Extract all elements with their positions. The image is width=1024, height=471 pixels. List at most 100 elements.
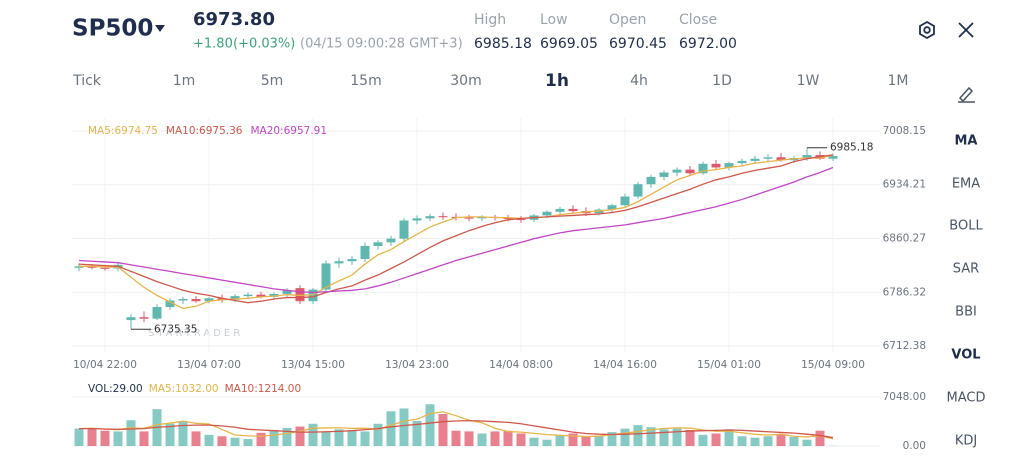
symbol[interactable]: SP500 [72,16,153,42]
indicator[interactable]: SAR [953,262,979,277]
indicator[interactable]: EMA [952,177,980,192]
volume-bar [451,430,461,446]
x-tick-label: 13/04 23:00 [385,359,449,371]
timeframe-tab[interactable]: 1W [797,73,820,89]
timeframe-tab[interactable]: 15m [350,73,381,89]
volume-bar [100,430,110,446]
candle-body [555,208,565,212]
volume-bar [776,434,786,446]
timeframe-tab[interactable]: 30m [450,73,481,89]
candle-body [347,259,357,262]
y-tick-label: 6712.38 [883,340,926,352]
volume-bar [698,434,708,446]
legend-entry: MA10:1214.00 [225,383,302,395]
y-tick-label: 6934.21 [883,179,926,191]
volume-bar [672,428,682,446]
volume-bar [295,426,305,446]
timestamp: (04/15 09:00:28 GMT+3) [300,37,463,52]
close-icon[interactable] [958,22,974,38]
candle-body [152,307,162,319]
candle-body [178,299,188,301]
indicator[interactable]: MACD [947,391,986,406]
volume-bar [438,414,448,446]
candle-body [126,317,136,321]
x-tick-label: 13/04 15:00 [281,359,345,371]
stat-label: High [474,12,506,28]
volume-bar [282,427,292,446]
volume-bar [633,425,643,446]
candle-body [724,163,734,168]
candle-body [425,216,435,219]
candle-body [737,160,747,164]
timeframe-tab[interactable]: 4h [630,73,648,89]
candle-body [620,196,630,206]
indicator[interactable]: VOL [951,348,980,363]
candle-body [334,261,344,264]
timeframe-tab[interactable]: 1M [888,73,909,89]
change-pct: (+0.03%) [233,37,295,52]
timeframe-tab[interactable]: 1D [712,73,732,89]
y-tick-label: 6860.27 [883,232,926,244]
candle-body [763,157,773,159]
indicator[interactable]: KDJ [955,434,977,449]
volume-bar [529,437,539,446]
timeframe-tab[interactable]: 1h [545,71,569,91]
candle-body [568,208,578,212]
stat-value: 6969.05 [540,36,598,52]
volume-bar [87,427,97,446]
volume-bar [685,430,695,446]
timeframe-tab[interactable]: 1m [173,73,196,89]
legend-entry: MA20:6957.91 [250,125,327,137]
ma-line [78,154,834,304]
volume-bar [243,439,253,446]
indicator[interactable]: MA [955,134,978,149]
x-tick-label: 10/04 22:00 [73,359,137,371]
indicator[interactable]: BBI [955,305,977,320]
candle-body [776,157,786,161]
stat-label: Low [540,12,568,28]
volume-bar [360,431,370,446]
indicator[interactable]: BOLL [949,219,983,234]
candle-body [217,298,227,300]
x-tick-label: 15/04 01:00 [697,359,761,371]
symbol-dropdown[interactable] [155,25,165,32]
volume-bar [594,435,604,446]
stat-value: 6970.45 [609,36,667,52]
legend-entry: VOL:29.00 [88,383,143,395]
timeframe-tab[interactable]: 5m [261,73,284,89]
candle-body [542,211,552,216]
settings-icon[interactable] [919,20,935,40]
volume-bar [659,429,669,446]
candle-body [633,184,643,197]
volume-bar [737,436,747,446]
volume-bar [178,420,188,446]
timeframe-tab[interactable]: Tick [72,73,102,89]
x-tick-label: 13/04 07:00 [177,359,241,371]
candle-body [477,216,487,219]
ma-line [79,154,834,310]
candle-body [646,176,656,185]
y-tick-label: 0.00 [903,440,926,452]
volume-bar [334,429,344,446]
volume-bar [113,431,123,446]
volume-bar [750,437,760,446]
volume-bar [139,431,149,446]
candle-body [139,317,149,319]
y-tick-label: 7048.00 [883,391,926,403]
volume-bar [724,429,734,446]
high-label: 6985.18 [830,142,873,154]
candle-body [165,300,175,308]
volume-bar [789,436,799,446]
volume-ma-line [79,419,834,439]
y-tick-label: 6786.32 [883,286,926,298]
candle-body [607,205,617,210]
draw-icon[interactable] [958,86,975,103]
candle-body [282,290,292,294]
candle-body [659,172,669,177]
volume-bar [347,430,357,446]
volume-bar [646,427,656,446]
volume-bar [516,433,526,446]
price: 6973.80 [193,9,275,30]
candle-body [191,299,201,302]
